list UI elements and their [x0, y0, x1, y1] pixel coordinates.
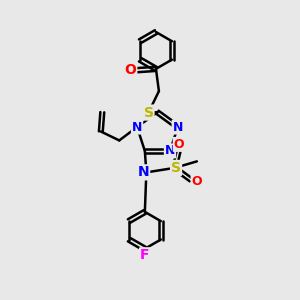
Text: F: F: [140, 248, 150, 262]
Text: S: S: [143, 106, 154, 120]
Text: N: N: [172, 121, 183, 134]
Text: O: O: [192, 175, 202, 188]
Text: S: S: [171, 161, 181, 175]
Text: N: N: [138, 165, 149, 179]
Text: O: O: [174, 138, 184, 151]
Text: N: N: [132, 121, 142, 134]
Text: N: N: [165, 145, 175, 158]
Text: O: O: [124, 63, 136, 77]
